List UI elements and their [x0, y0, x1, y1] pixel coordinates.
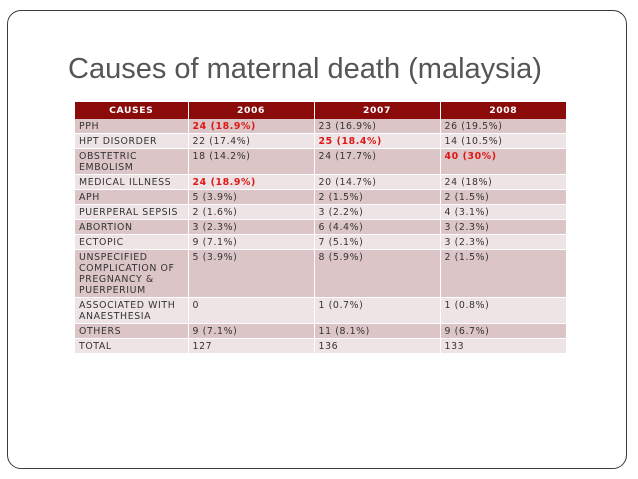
value-cell: 24 (18.9%) [188, 174, 315, 190]
cause-cell: HPT DISORDER [75, 133, 189, 149]
header-2008: 2008 [440, 102, 566, 119]
table-body: PPH 24 (18.9%) 23 (16.9%) 26 (19.5%) HPT DIS… [75, 119, 566, 354]
value-cell: 26 (19.5%) [440, 119, 566, 134]
table-row: TOTAL 127 136 133 [75, 338, 566, 354]
value-cell: 7 (5.1%) [314, 234, 441, 250]
cause-cell: APH [75, 189, 189, 205]
value-cell: 133 [440, 338, 566, 354]
value-cell: 136 [314, 338, 441, 354]
value-cell: 9 (7.1%) [188, 234, 315, 250]
value-cell: 18 (14.2%) [188, 148, 315, 175]
value-cell: 9 (6.7%) [440, 323, 566, 339]
cause-cell: PPH [75, 119, 189, 134]
value-cell: 9 (7.1%) [188, 323, 315, 339]
cause-cell: PUERPERAL SEPSIS [75, 204, 189, 220]
value-cell: 0 [188, 297, 315, 324]
value-cell: 2 (1.6%) [188, 204, 315, 220]
value-cell: 25 (18.4%) [314, 133, 441, 149]
value-cell: 3 (2.3%) [188, 219, 315, 235]
value-cell: 127 [188, 338, 315, 354]
value-cell: 22 (17.4%) [188, 133, 315, 149]
table-row: OTHERS 9 (7.1%) 11 (8.1%) 9 (6.7%) [75, 323, 566, 339]
table-row: APH 5 (3.9%) 2 (1.5%) 2 (1.5%) [75, 189, 566, 205]
value-cell: 5 (3.9%) [188, 189, 315, 205]
header-2007: 2007 [314, 102, 441, 119]
value-cell: 24 (17.7%) [314, 148, 441, 175]
table-row: ASSOCIATED WITH ANAESTHESIA 0 1 (0.7%) 1 (0… [75, 297, 566, 324]
table-row: UNSPECIFIED COMPLICATION OF PREGNANCY & … [75, 249, 566, 298]
value-cell: 3 (2.2%) [314, 204, 441, 220]
cause-cell: ECTOPIC [75, 234, 189, 250]
value-cell: 1 (0.7%) [314, 297, 441, 324]
value-cell: 3 (2.3%) [440, 219, 566, 235]
table-row: HPT DISORDER 22 (17.4%) 25 (18.4%) 14 (10.5… [75, 133, 566, 149]
slide-frame [7, 10, 627, 469]
value-cell: 2 (1.5%) [440, 249, 566, 298]
slide-title: Causes of maternal death (malaysia) [68, 53, 542, 85]
value-cell: 11 (8.1%) [314, 323, 441, 339]
value-cell: 5 (3.9%) [188, 249, 315, 298]
value-cell: 3 (2.3%) [440, 234, 566, 250]
header-2006: 2006 [188, 102, 315, 119]
table-row: ECTOPIC 9 (7.1%) 7 (5.1%) 3 (2.3%) [75, 234, 566, 250]
value-cell: 6 (4.4%) [314, 219, 441, 235]
cause-cell: OTHERS [75, 323, 189, 339]
header-causes: CAUSES [75, 102, 189, 119]
table-row: PUERPERAL SEPSIS 2 (1.6%) 3 (2.2%) 4 (3.1%) [75, 204, 566, 220]
value-cell: 4 (3.1%) [440, 204, 566, 220]
value-cell: 24 (18%) [440, 174, 566, 190]
table-row: MEDICAL ILLNESS 24 (18.9%) 20 (14.7%) 24 (1… [75, 174, 566, 190]
value-cell: 24 (18.9%) [188, 119, 315, 134]
cause-cell: ASSOCIATED WITH ANAESTHESIA [75, 297, 189, 324]
cause-cell: ABORTION [75, 219, 189, 235]
value-cell: 8 (5.9%) [314, 249, 441, 298]
value-cell: 23 (16.9%) [314, 119, 441, 134]
cause-cell: TOTAL [75, 338, 189, 354]
cause-cell: MEDICAL ILLNESS [75, 174, 189, 190]
table-row: PPH 24 (18.9%) 23 (16.9%) 26 (19.5%) [75, 119, 566, 134]
table-row: OBSTETRIC EMBOLISM 18 (14.2%) 24 (17.7%) 40… [75, 148, 566, 175]
value-cell: 1 (0.8%) [440, 297, 566, 324]
maternal-death-table: CAUSES 2006 2007 2008 PPH 24 (18.9%) 23 (1… [75, 102, 566, 354]
value-cell: 14 (10.5%) [440, 133, 566, 149]
cause-cell: UNSPECIFIED COMPLICATION OF PREGNANCY & … [75, 249, 189, 298]
table-header-row: CAUSES 2006 2007 2008 [75, 102, 566, 119]
value-cell: 20 (14.7%) [314, 174, 441, 190]
cause-cell: OBSTETRIC EMBOLISM [75, 148, 189, 175]
value-cell: 40 (30%) [440, 148, 566, 175]
table-row: ABORTION 3 (2.3%) 6 (4.4%) 3 (2.3%) [75, 219, 566, 235]
value-cell: 2 (1.5%) [314, 189, 441, 205]
value-cell: 2 (1.5%) [440, 189, 566, 205]
